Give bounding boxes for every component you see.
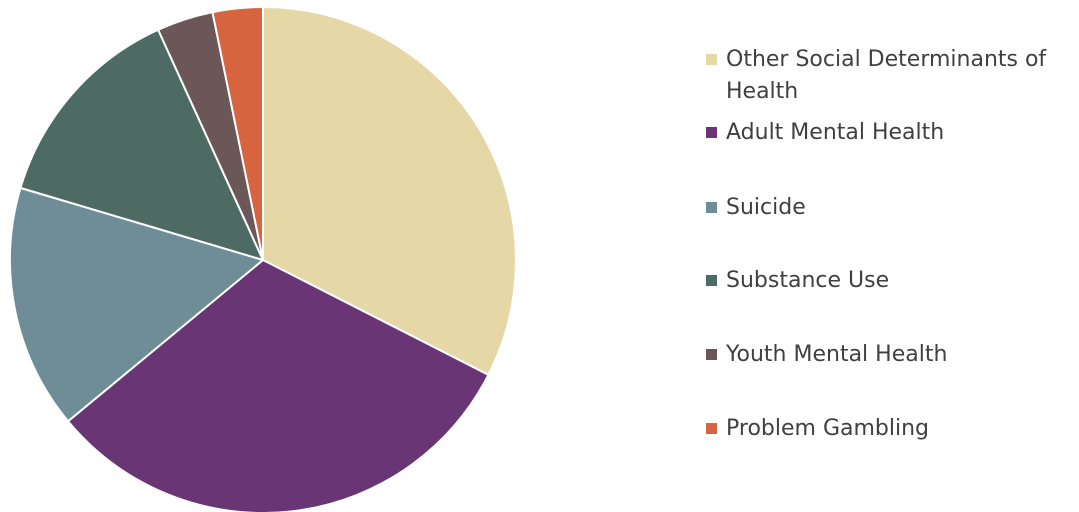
legend-label: Problem Gambling [726, 416, 929, 441]
legend-swatch [706, 275, 717, 286]
pie-slice-substance-use [19, 28, 265, 262]
legend-label: Suicide [726, 195, 806, 220]
legend-label: Youth Mental Health [726, 342, 948, 367]
legend-item-suicide: Suicide [706, 192, 1076, 224]
legend-label: Other Social Determinants of Health [726, 47, 1047, 104]
legend-swatch [706, 202, 717, 213]
legend-label: Adult Mental Health [726, 120, 945, 145]
legend-swatch [706, 54, 717, 65]
legend-item-other-social-determinants: Other Social Determinants of Health [706, 44, 1076, 108]
legend-item-substance-use: Substance Use [706, 265, 1076, 297]
legend-label: Substance Use [726, 268, 890, 293]
legend-item-problem-gambling: Problem Gambling [706, 413, 1076, 445]
legend-swatch [706, 127, 717, 138]
pie-slice-problem-gambling [211, 5, 264, 261]
pie-slice-suicide [9, 186, 266, 423]
legend-swatch [706, 423, 717, 434]
pie-slice-adult-mental-health [66, 258, 490, 512]
legend-swatch [706, 349, 717, 360]
legend-item-adult-mental-health: Adult Mental Health [706, 117, 1076, 149]
pie-slice-other-social-determinants-of-health [262, 5, 517, 377]
legend-item-youth-mental-health: Youth Mental Health [706, 339, 1076, 371]
pie-slices [9, 5, 517, 512]
